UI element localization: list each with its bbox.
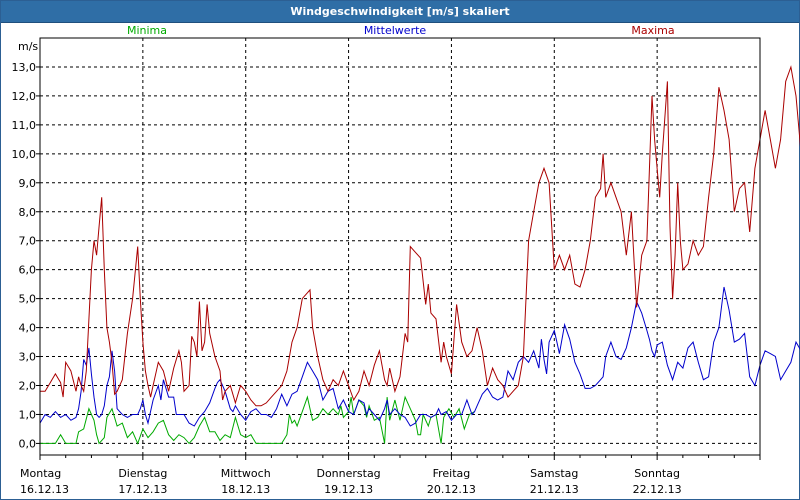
x-day-label: Sonntag [634, 467, 680, 480]
x-date-label: 18.12.13 [221, 483, 270, 496]
legend-minima: Minima [127, 24, 167, 37]
series-line-mittelwerte [39, 286, 800, 427]
series-line-minima [40, 395, 475, 445]
y-tick-label: 1,0 [19, 408, 37, 421]
y-tick-label: 4,0 [19, 322, 37, 335]
chart-title: Windgeschwindigkeit [m/s] skaliert [290, 5, 510, 18]
y-tick-label: 9,0 [19, 177, 37, 190]
x-day-label: Samstag [530, 467, 578, 480]
legend-maxima: Maxima [631, 24, 674, 37]
x-date-label: 17.12.13 [118, 483, 167, 496]
x-day-label: Freitag [433, 467, 471, 480]
y-tick-label: 8,0 [19, 206, 37, 219]
series-line-maxima [40, 65, 800, 407]
x-date-label: 21.12.13 [530, 483, 579, 496]
x-date-label: 16.12.13 [20, 483, 69, 496]
y-tick-label: 5,0 [19, 293, 37, 306]
y-tick-label: 0,0 [19, 437, 37, 450]
x-day-label: Donnerstag [316, 467, 380, 480]
y-tick-label: 11,0 [12, 119, 37, 132]
x-date-label: 22.12.13 [633, 483, 682, 496]
x-date-label: 19.12.13 [324, 483, 373, 496]
grid [40, 38, 760, 455]
x-date-label: 20.12.13 [427, 483, 476, 496]
series-lines [39, 65, 800, 445]
x-day-label: Montag [20, 467, 61, 480]
labels: 0,0 1,0 2,0 3,0 4,0 5,0 6,0 7,0 8,0 9,0 10,0 11,0 12… [12, 24, 682, 496]
x-day-label: Dienstag [118, 467, 167, 480]
y-tick-label: 10,0 [12, 148, 37, 161]
y-tick-label: 3,0 [19, 351, 37, 364]
y-tick-label: 7,0 [19, 235, 37, 248]
y-tick-label: 2,0 [19, 380, 37, 393]
x-day-label: Mittwoch [221, 467, 271, 480]
y-tick-label: 6,0 [19, 264, 37, 277]
legend-mittelwerte: Mittelwerte [364, 24, 427, 37]
y-axis-label: m/s [18, 40, 38, 53]
y-tick-label: 13,0 [12, 61, 37, 74]
y-tick-label: 12,0 [12, 90, 37, 103]
title-bar: Windgeschwindigkeit [m/s] skaliert [1, 1, 799, 23]
axes [36, 37, 761, 460]
plot-frame [39, 37, 761, 456]
